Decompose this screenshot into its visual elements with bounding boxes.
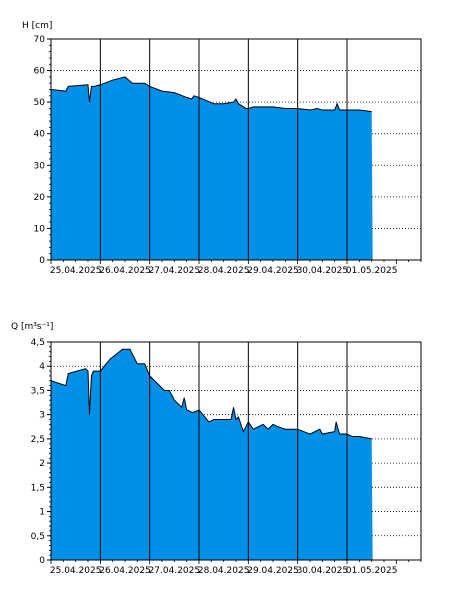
y-tick-label: 0 [39,256,45,266]
data-area [51,349,373,560]
y-tick-label: 4,5 [31,338,45,348]
y-tick-label: 0 [39,556,45,566]
x-tick-label: 29.04.2025 [247,266,299,276]
y-tick-label: 3,5 [31,386,45,396]
x-tick-label: 25.04.2025 [50,266,102,276]
y-tick-label: 70 [34,35,46,45]
y-tick-label: 2 [39,459,45,469]
x-tick-label: 27.04.2025 [149,266,201,276]
y-tick-label: 50 [34,98,46,108]
x-tick-label: 28.04.2025 [198,566,250,576]
x-tick-label: 25.04.2025 [50,566,102,576]
x-tick-label: 30.04.2025 [297,266,349,276]
y-tick-label: 4 [39,362,45,372]
data-line [50,76,372,113]
x-tick-label: 26.04.2025 [99,266,151,276]
q-chart: 0 0,5 1 1,5 2 2,5 3 3,5 4 4,5 25.04.202526.04.2025… [11,322,422,576]
x-tick-label: 27.04.2025 [149,566,201,576]
data-line [50,348,372,440]
y-tick-label: 1 [39,508,45,518]
y-tick-label: 20 [34,193,46,203]
x-tick-label: 26.04.2025 [99,566,151,576]
x-tick-label: 28.04.2025 [198,266,250,276]
y-axis-title: H [cm] [22,21,52,31]
y-tick-label: 3 [39,411,45,421]
x-tick-label: 01.05.2025 [346,566,398,576]
x-tick-label: 30.04.2025 [297,566,349,576]
x-tick-label: 29.04.2025 [247,566,299,576]
y-tick-label: 1,5 [31,483,45,493]
data-area [51,76,373,260]
h-chart: 0 10 20 30 40 50 60 70 25.04.202526.04.202527.04… [22,21,422,276]
y-tick-label: 60 [34,67,46,77]
y-axis-title: Q [m³s⁻¹] [11,322,53,332]
y-tick-label: 0,5 [31,532,45,542]
y-tick-label: 40 [34,130,46,140]
y-tick-label: 30 [34,161,46,171]
x-tick-label: 01.05.2025 [346,266,398,276]
y-tick-label: 10 [34,224,46,234]
y-tick-label: 2,5 [31,435,45,445]
